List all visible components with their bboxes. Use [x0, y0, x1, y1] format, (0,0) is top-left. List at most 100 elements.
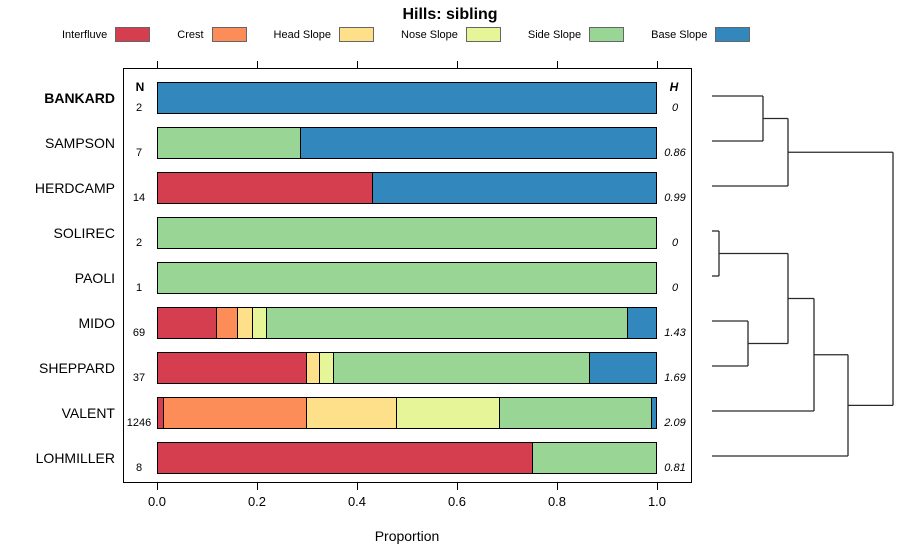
x-axis-tick-bottom — [256, 483, 258, 490]
legend-item-head-slope: Head Slope — [274, 27, 375, 42]
n-value: 37 — [132, 372, 146, 384]
bar-segment-side-slope — [332, 353, 589, 383]
bar-segment-interfluve — [158, 353, 306, 383]
stacked-bar-lohmiller — [157, 442, 657, 474]
x-axis-tick-top — [656, 61, 658, 68]
stacked-bar-mido — [157, 307, 657, 339]
n-value: 2 — [135, 237, 143, 249]
row-label-valent: VALENT — [61, 405, 115, 421]
row-label-bankard: BANKARD — [44, 90, 115, 106]
bar-segment-nose-slope — [319, 353, 333, 383]
legend-label: Interfluve — [62, 28, 108, 41]
bar-segment-interfluve — [158, 308, 216, 338]
x-axis-tick-top — [456, 61, 458, 68]
stacked-bar-solirec — [157, 217, 657, 249]
bar-segment-side-slope — [158, 218, 656, 248]
legend-swatch-side-slope — [589, 27, 625, 42]
legend-swatch-head-slope — [339, 27, 375, 42]
bar-segment-nose-slope — [396, 398, 500, 428]
n-value: 1246 — [126, 417, 152, 429]
stacked-bar-herdcamp — [157, 172, 657, 204]
bar-segment-head-slope — [305, 398, 397, 428]
stacked-bar-sampson — [157, 127, 657, 159]
h-value: 0 — [671, 102, 679, 114]
legend-label: Nose Slope — [401, 28, 458, 41]
bar-segment-interfluve — [158, 398, 163, 428]
x-axis-tick-label: 0.6 — [447, 494, 467, 509]
bar-segment-side-slope — [499, 398, 651, 428]
x-axis-tick-bottom — [156, 483, 158, 490]
legend-item-crest: Crest — [177, 27, 247, 42]
bar-segment-head-slope — [237, 308, 252, 338]
legend-swatch-nose-slope — [465, 27, 501, 42]
n-value: 8 — [135, 462, 143, 474]
legend-label: Head Slope — [273, 28, 332, 41]
h-value: 0 — [671, 282, 679, 294]
x-axis-tick-label: 1.0 — [647, 494, 667, 509]
x-axis-tick-top — [256, 61, 258, 68]
bar-segment-crest — [162, 398, 306, 428]
x-axis-tick-label: 0.8 — [547, 494, 567, 509]
stacked-bar-paoli — [157, 262, 657, 294]
h-value: 0.86 — [664, 147, 686, 159]
row-label-sheppard: SHEPPARD — [39, 360, 115, 376]
x-axis-tick-bottom — [656, 483, 658, 490]
x-axis-tick-label: 0.2 — [247, 494, 267, 509]
x-axis-tick-top — [356, 61, 358, 68]
row-label-solirec: SOLIREC — [53, 225, 115, 241]
bar-segment-side-slope — [158, 128, 301, 158]
x-axis-tick-bottom — [456, 483, 458, 490]
legend-swatch-crest — [211, 27, 247, 42]
legend-swatch-base-slope — [715, 27, 751, 42]
n-value: 69 — [132, 327, 146, 339]
n-value: 7 — [135, 147, 143, 159]
bar-segment-base-slope — [300, 128, 656, 158]
legend-swatch-interfluve — [115, 27, 151, 42]
h-value: 0 — [671, 237, 679, 249]
chart-title: Hills: sibling — [402, 6, 498, 23]
n-value: 2 — [135, 102, 143, 114]
bar-segment-base-slope — [650, 398, 656, 428]
row-label-mido: MIDO — [78, 315, 115, 331]
bar-segment-nose-slope — [251, 308, 267, 338]
h-value: 2.09 — [664, 417, 686, 429]
bar-segment-crest — [215, 308, 238, 338]
legend-item-interfluve: Interfluve — [62, 27, 151, 42]
bar-segment-base-slope — [627, 308, 656, 338]
bar-segment-base-slope — [371, 173, 656, 203]
bar-segment-side-slope — [531, 443, 656, 473]
bar-segment-side-slope — [158, 263, 656, 293]
x-axis-tick-top — [556, 61, 558, 68]
legend-label: Crest — [177, 28, 204, 41]
legend-item-nose-slope: Nose Slope — [401, 27, 501, 42]
legend-label: Base Slope — [651, 28, 708, 41]
row-label-paoli: PAOLI — [74, 270, 115, 286]
h-value: 0.99 — [664, 192, 686, 204]
stacked-bar-valent — [157, 397, 657, 429]
legend-label: Side Slope — [527, 28, 582, 41]
row-label-herdcamp: HERDCAMP — [34, 180, 115, 196]
stacked-bar-bankard — [157, 82, 657, 114]
h-column-header: H — [669, 80, 679, 94]
bar-segment-head-slope — [305, 353, 320, 383]
h-value: 0.81 — [664, 462, 686, 474]
x-axis-tick-top — [156, 61, 158, 68]
x-axis-tick-bottom — [356, 483, 358, 490]
x-axis-tick-label: 0.0 — [147, 494, 167, 509]
bar-segment-side-slope — [266, 308, 628, 338]
bar-segment-base-slope — [588, 353, 656, 383]
bar-segment-interfluve — [158, 443, 532, 473]
legend: Interfluve Crest Head Slope Nose Slope Side … — [62, 27, 751, 42]
bar-segment-base-slope — [158, 83, 656, 113]
n-value: 1 — [135, 282, 143, 294]
x-axis-tick-bottom — [556, 483, 558, 490]
x-axis-title: Proportion — [374, 528, 440, 544]
x-axis-tick-label: 0.4 — [347, 494, 367, 509]
n-value: 14 — [132, 192, 146, 204]
n-column-header: N — [135, 80, 145, 94]
bar-segment-interfluve — [158, 173, 372, 203]
h-value: 1.43 — [664, 327, 686, 339]
legend-item-side-slope: Side Slope — [527, 27, 625, 42]
